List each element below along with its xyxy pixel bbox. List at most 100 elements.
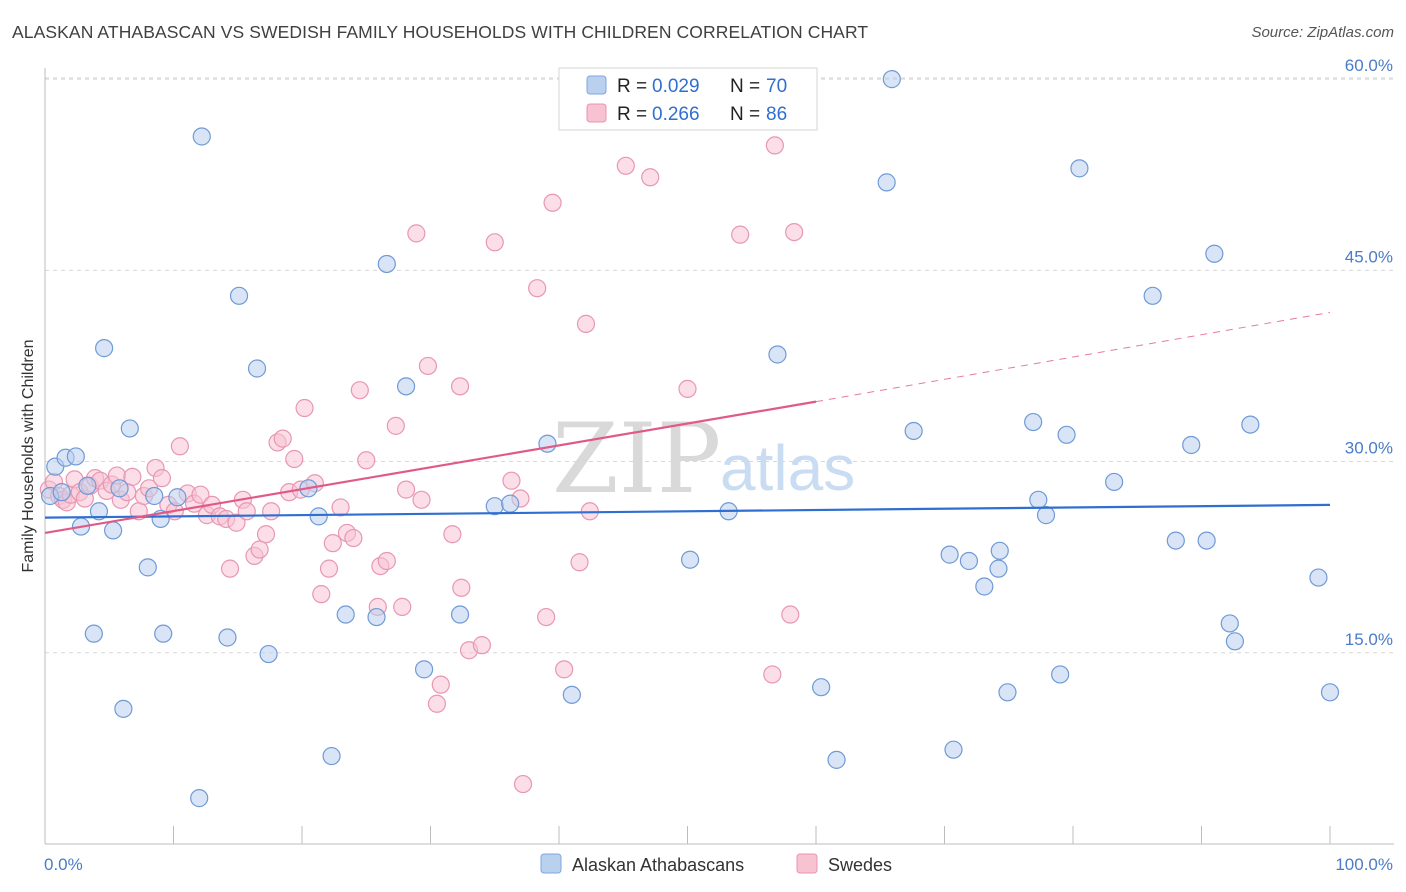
alaskan-athabascan-point bbox=[259, 644, 278, 664]
swede-point bbox=[273, 429, 292, 448]
legend-n-label-blue: N = bbox=[730, 76, 760, 97]
legend-n-value-blue: 70 bbox=[766, 76, 787, 97]
swede-point bbox=[237, 502, 256, 521]
alaskan-athabascan-point bbox=[110, 479, 129, 498]
axes bbox=[44, 68, 1394, 845]
swede-point bbox=[323, 534, 342, 553]
swede-point bbox=[785, 222, 804, 242]
alaskan-athabascan-point bbox=[309, 507, 328, 526]
swede-point bbox=[616, 156, 635, 175]
watermark-atlas: atlas bbox=[720, 432, 855, 504]
swede-point bbox=[412, 490, 431, 509]
alaskan-athabascan-point bbox=[322, 746, 341, 766]
alaskan-athabascan-point bbox=[145, 486, 164, 506]
x-tick-labels: 0.0% 100.0% bbox=[44, 855, 1393, 874]
chart-title: ALASKAN ATHABASCAN VS SWEDISH FAMILY HOU… bbox=[12, 22, 869, 42]
legend-n-label-pink: N = bbox=[730, 104, 760, 125]
alaskan-athabascan-point bbox=[1320, 683, 1340, 702]
alaskan-athabascan-point bbox=[882, 70, 901, 89]
alaskan-athabascan-point bbox=[975, 577, 994, 596]
swede-point bbox=[331, 498, 350, 517]
swede-point bbox=[513, 774, 533, 794]
swede-point bbox=[220, 559, 240, 578]
swede-point bbox=[452, 578, 471, 597]
watermark-zip: ZIP bbox=[552, 403, 721, 515]
swede-point bbox=[431, 675, 450, 694]
swede-point bbox=[344, 528, 363, 548]
alaskan-athabascan-point bbox=[1309, 568, 1328, 587]
alaskan-athabascan-point bbox=[1051, 665, 1070, 684]
y-tick-label: 45.0% bbox=[1345, 247, 1393, 266]
swede-point bbox=[427, 694, 447, 713]
swede-point bbox=[678, 379, 697, 398]
alaskan-athabascan-point bbox=[1197, 531, 1216, 550]
alaskan-athabascan-point bbox=[84, 624, 103, 643]
alaskan-athabascans-points bbox=[41, 70, 1340, 808]
alaskan-athabascan-point bbox=[396, 377, 416, 396]
swede-point bbox=[250, 540, 269, 559]
swede-point bbox=[555, 660, 574, 679]
x-tick-label: 100.0% bbox=[1335, 855, 1393, 874]
series-legend: Alaskan Athabascans Swedes bbox=[540, 853, 892, 875]
alaskan-athabascan-point bbox=[1105, 472, 1124, 492]
alaskan-athabascan-point bbox=[1220, 614, 1239, 633]
alaskan-athabascan-point bbox=[1070, 159, 1089, 178]
alaskan-athabascan-point bbox=[944, 740, 963, 759]
y-tick-label: 60.0% bbox=[1345, 56, 1393, 75]
swede-point bbox=[781, 605, 800, 624]
alaskan-athabascan-point bbox=[190, 789, 209, 808]
alaskan-athabascan-point bbox=[1205, 244, 1224, 263]
alaskan-athabascan-point bbox=[904, 421, 923, 441]
alaskan-athabascan-point bbox=[959, 551, 979, 571]
legend-pink-swatch bbox=[586, 103, 607, 123]
swede-point bbox=[357, 451, 376, 470]
alaskan-athabascan-point bbox=[114, 699, 133, 718]
swede-point bbox=[386, 416, 405, 435]
legend-r-value-pink: 0.266 bbox=[652, 104, 700, 125]
correlation-legend: R = 0.029 N = 70 R = 0.266 N = 86 bbox=[558, 67, 818, 131]
swede-point bbox=[170, 437, 190, 456]
swede-point bbox=[285, 449, 304, 469]
alaskan-athabascan-point bbox=[998, 683, 1017, 702]
alaskan-athabascan-point bbox=[138, 558, 157, 577]
alaskan-athabascan-point bbox=[154, 624, 173, 643]
trend-lines bbox=[44, 311, 1331, 535]
swede-point bbox=[450, 377, 470, 396]
alaskan-athabascan-point bbox=[680, 550, 700, 569]
alaskan-athabascan-point bbox=[1241, 415, 1260, 434]
alaskan-athabascan-point bbox=[877, 173, 896, 192]
swede-point bbox=[407, 224, 426, 243]
alaskan-athabascan-point bbox=[827, 750, 846, 769]
swede-point bbox=[152, 469, 172, 488]
alaskan-athabascan-point bbox=[247, 359, 267, 378]
alaskan-athabascan-point bbox=[450, 605, 470, 624]
swede-point bbox=[227, 513, 246, 532]
swede-point bbox=[763, 665, 782, 684]
alaskan-athabascan-point bbox=[1029, 490, 1048, 509]
swede-point bbox=[123, 467, 142, 486]
swede-point bbox=[765, 136, 784, 155]
alaskan-athabascan-point bbox=[367, 607, 386, 627]
pink-trend-line-dashed bbox=[815, 311, 1331, 403]
alaskan-athabascan-point bbox=[768, 345, 787, 364]
swede-point bbox=[543, 193, 562, 212]
swede-point bbox=[443, 525, 462, 544]
alaskan-athabascan-point bbox=[218, 628, 237, 647]
series-legend-blue-label: Alaskan Athabascans bbox=[572, 855, 744, 875]
alaskan-athabascan-point bbox=[812, 678, 831, 697]
swede-point bbox=[418, 356, 438, 376]
alaskan-athabascan-point bbox=[120, 419, 139, 438]
alaskan-athabascan-point bbox=[1057, 425, 1076, 444]
swede-point bbox=[256, 525, 276, 544]
swede-point bbox=[393, 597, 412, 616]
alaskan-athabascan-point bbox=[104, 521, 123, 540]
swede-point bbox=[485, 233, 504, 252]
swede-point bbox=[502, 471, 521, 490]
alaskan-athabascan-point bbox=[940, 545, 959, 564]
y-tick-labels: 15.0% 30.0% 45.0% 60.0% bbox=[1345, 56, 1393, 649]
alaskan-athabascan-point bbox=[192, 127, 211, 146]
series-legend-pink-swatch bbox=[796, 853, 818, 874]
alaskan-athabascan-point bbox=[990, 541, 1009, 560]
swede-point bbox=[191, 485, 210, 504]
